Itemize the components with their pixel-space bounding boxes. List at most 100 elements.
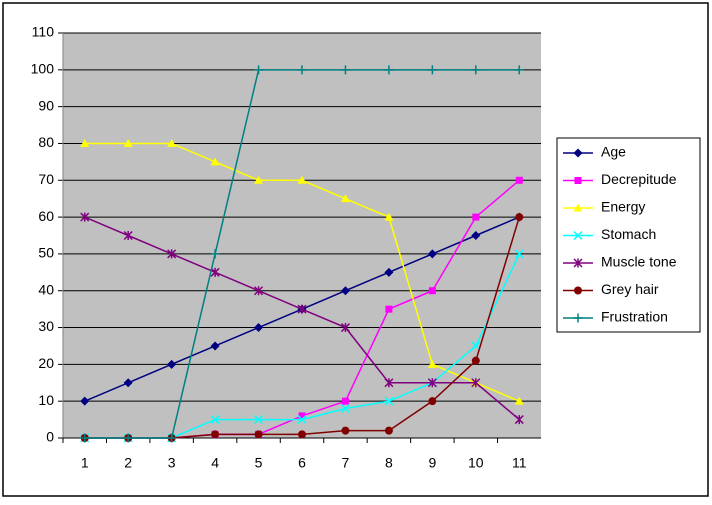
y-tick-label: 40	[38, 281, 54, 297]
y-tick-label: 110	[32, 24, 55, 40]
point	[80, 396, 90, 406]
point	[211, 430, 220, 439]
point	[167, 138, 177, 147]
point	[514, 415, 524, 425]
legend-label: Stomach	[601, 226, 656, 242]
y-tick-label: 10	[38, 392, 54, 408]
point	[384, 426, 393, 435]
point	[384, 396, 394, 406]
legend-label: Age	[601, 144, 626, 160]
point	[384, 65, 394, 75]
legend-marker	[574, 177, 582, 184]
point	[471, 65, 481, 75]
point	[123, 378, 133, 388]
legend-marker	[573, 203, 583, 212]
point	[428, 287, 436, 295]
point	[472, 213, 480, 221]
point	[340, 323, 350, 333]
x-tick-label: 3	[168, 455, 176, 471]
point	[210, 415, 220, 425]
point	[471, 356, 480, 365]
legend-marker	[573, 148, 583, 158]
y-tick-label: 80	[38, 134, 54, 150]
y-tick-label: 0	[46, 429, 54, 445]
point	[427, 65, 437, 75]
x-tick-label: 4	[211, 455, 219, 471]
point	[298, 412, 306, 420]
x-tick-label: 10	[468, 455, 484, 471]
x-tick-label: 9	[428, 455, 436, 471]
legend-label: Frustration	[601, 309, 668, 325]
point	[341, 397, 349, 405]
point	[167, 359, 177, 369]
point	[340, 286, 350, 296]
legend-marker	[573, 230, 583, 241]
legend-marker	[573, 258, 583, 268]
point	[340, 65, 350, 75]
y-tick-label: 60	[38, 208, 54, 224]
point	[340, 404, 350, 414]
point	[167, 433, 177, 443]
x-tick-label: 7	[342, 455, 350, 471]
point	[298, 430, 306, 439]
point	[254, 175, 264, 184]
point	[80, 212, 90, 222]
point	[210, 267, 220, 277]
point	[254, 415, 264, 425]
point	[384, 212, 394, 221]
point	[427, 249, 437, 259]
y-tick-label: 100	[31, 61, 55, 77]
point	[471, 378, 481, 388]
legend-marker	[574, 286, 582, 295]
point	[515, 176, 523, 184]
x-tick-label: 6	[298, 455, 306, 471]
point	[167, 249, 177, 259]
point	[80, 433, 90, 443]
y-tick-label: 20	[38, 355, 54, 371]
point	[297, 65, 307, 75]
point	[210, 249, 220, 259]
plot-area	[63, 33, 541, 438]
legend-label: Muscle tone	[601, 254, 677, 270]
x-tick-label: 2	[124, 455, 132, 471]
legend-marker	[573, 313, 583, 323]
legend-label: Energy	[601, 199, 645, 215]
point	[427, 359, 437, 368]
point	[385, 305, 393, 313]
point	[210, 341, 220, 351]
point	[254, 323, 264, 333]
point	[254, 286, 264, 296]
point	[514, 396, 524, 405]
point	[297, 175, 307, 184]
y-tick-label: 50	[38, 245, 54, 261]
legend-label: Grey hair	[601, 281, 659, 297]
point	[428, 397, 437, 406]
point	[254, 430, 263, 439]
point	[123, 230, 133, 241]
x-tick-label: 11	[512, 455, 527, 471]
point	[514, 249, 524, 259]
x-tick-label: 5	[255, 455, 263, 471]
point	[384, 267, 394, 277]
point	[515, 213, 524, 222]
point	[80, 138, 90, 147]
point	[514, 65, 524, 75]
legend-label: Decrepitude	[601, 171, 677, 187]
point	[297, 304, 307, 314]
point	[210, 157, 220, 166]
y-tick-label: 90	[38, 97, 54, 113]
point	[384, 378, 394, 388]
point	[471, 341, 481, 351]
x-tick-label: 8	[385, 455, 393, 471]
point	[341, 426, 350, 435]
y-tick-label: 30	[38, 318, 54, 334]
point	[471, 231, 481, 240]
x-tick-label: 1	[81, 455, 89, 471]
point	[427, 378, 437, 388]
point	[297, 415, 307, 425]
y-tick-label: 70	[38, 171, 54, 187]
point	[123, 433, 133, 443]
point	[340, 194, 350, 203]
point	[123, 138, 133, 147]
